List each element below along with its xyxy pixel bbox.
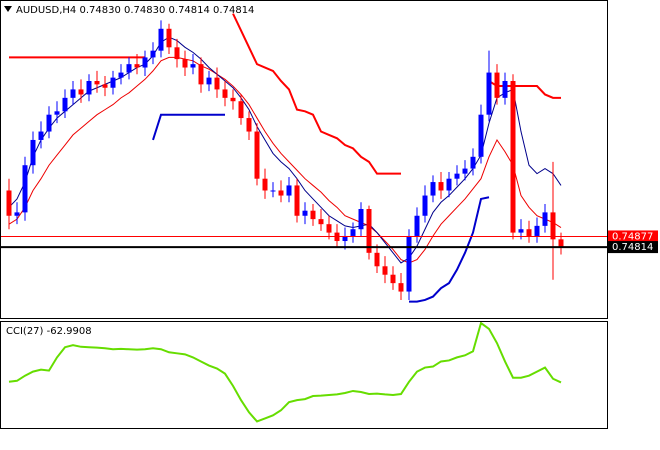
candle-body xyxy=(246,118,252,132)
candle-body xyxy=(254,131,260,179)
candle-body xyxy=(22,165,28,213)
cci-line xyxy=(8,321,562,423)
candle-body xyxy=(318,219,324,225)
moving-average xyxy=(8,56,562,264)
candle-body xyxy=(38,131,44,140)
candle-body xyxy=(310,210,316,220)
candle-body xyxy=(6,190,12,216)
candle-body xyxy=(382,266,388,275)
candle-body xyxy=(110,77,116,88)
candle-body xyxy=(46,114,52,132)
candle-body xyxy=(62,97,68,112)
candle-body xyxy=(558,239,564,248)
candle-body xyxy=(222,89,228,98)
candle-body xyxy=(390,274,396,284)
candle-body xyxy=(542,212,548,226)
candle-body xyxy=(406,235,412,292)
candle-body xyxy=(510,81,516,233)
candle-body xyxy=(350,229,356,236)
candle-body xyxy=(366,209,372,253)
candle-body xyxy=(454,173,460,179)
candle-body xyxy=(470,156,476,169)
price-label: 0.74877 xyxy=(612,231,653,242)
candle-body xyxy=(238,101,244,119)
channel-line xyxy=(9,13,561,175)
candle-body xyxy=(462,168,468,174)
candle-body xyxy=(126,64,132,73)
candle-body xyxy=(398,283,404,292)
candle-body xyxy=(278,190,284,196)
candle-body xyxy=(422,195,428,216)
candle-body xyxy=(230,97,236,102)
candle-body xyxy=(414,215,420,236)
candle-body xyxy=(358,209,364,230)
candle-body xyxy=(166,28,172,48)
candle-body xyxy=(550,212,556,240)
cci-title: CCI(27) -62.9908 xyxy=(6,326,92,337)
menu-arrow[interactable] xyxy=(4,6,12,12)
candle-body xyxy=(118,72,124,78)
candle-body xyxy=(54,111,60,115)
price-label-box xyxy=(608,241,658,254)
candle-body xyxy=(518,229,524,233)
candle-body xyxy=(294,185,300,216)
candle-body xyxy=(142,57,148,68)
price-label: 0.74814 xyxy=(612,242,653,253)
candle-body xyxy=(14,212,20,216)
price-label-box xyxy=(608,230,658,243)
candle-body xyxy=(438,182,444,191)
candle-body xyxy=(182,59,188,68)
main-pane-border xyxy=(0,0,608,319)
candle-body xyxy=(190,64,196,68)
candle-body xyxy=(70,89,76,98)
candle-body xyxy=(206,77,212,85)
candle-body xyxy=(502,81,508,98)
candle-body xyxy=(494,72,500,98)
cci-pane-border xyxy=(0,321,608,429)
candle-body xyxy=(286,185,292,196)
symbol-header: AUDUSD,H4 0.74830 0.74830 0.74814 0.7481… xyxy=(16,5,254,16)
candle-body xyxy=(270,190,276,192)
candle-body xyxy=(174,47,180,60)
candle-body xyxy=(374,252,380,267)
candle-body xyxy=(446,178,452,191)
candle-body xyxy=(158,28,164,51)
candle-body xyxy=(78,89,84,95)
candle-body xyxy=(102,84,108,88)
candle-body xyxy=(262,178,268,191)
candle-body xyxy=(526,229,532,236)
moving-average xyxy=(8,36,562,264)
candle-body xyxy=(302,210,308,216)
candle-body xyxy=(198,64,204,85)
channel-line xyxy=(152,113,490,303)
candle-body xyxy=(134,64,140,68)
candle-body xyxy=(342,235,348,242)
candle-body xyxy=(94,81,100,85)
candle-body xyxy=(150,50,156,58)
candle-body xyxy=(214,77,220,90)
candle-body xyxy=(30,139,36,166)
candle-body xyxy=(326,224,332,233)
candle-body xyxy=(86,81,92,95)
mark-layer xyxy=(1,13,608,423)
candle-body xyxy=(534,225,540,236)
candle-body xyxy=(430,182,436,196)
candle-body xyxy=(478,114,484,157)
candle-body xyxy=(486,72,492,115)
